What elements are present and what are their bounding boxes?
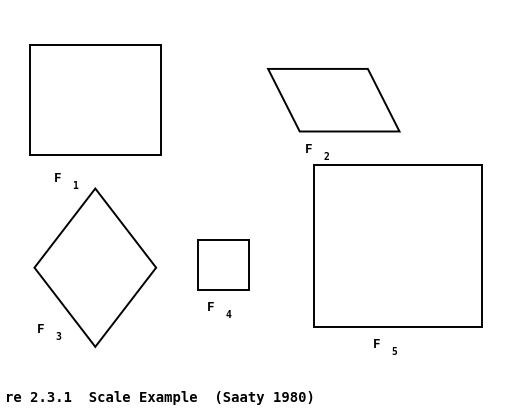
Text: F: F <box>373 338 380 351</box>
Text: 5: 5 <box>391 347 397 357</box>
Bar <box>29 45 161 155</box>
Text: 3: 3 <box>55 332 61 342</box>
Bar <box>198 240 248 290</box>
Polygon shape <box>34 189 156 347</box>
Text: F: F <box>207 301 215 314</box>
Text: 2: 2 <box>323 152 329 162</box>
Text: F: F <box>305 143 312 155</box>
Bar <box>314 164 482 326</box>
Text: F: F <box>54 172 61 185</box>
Text: F: F <box>37 323 45 336</box>
Text: 1: 1 <box>73 181 78 191</box>
Text: 4: 4 <box>226 310 232 320</box>
Text: re 2.3.1  Scale Example  (Saaty 1980): re 2.3.1 Scale Example (Saaty 1980) <box>5 391 315 405</box>
Polygon shape <box>268 69 400 132</box>
